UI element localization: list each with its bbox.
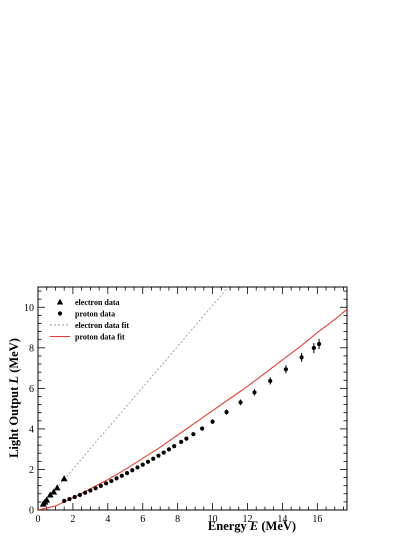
electron-fit-line (38, 287, 229, 510)
proton-data-point (161, 450, 166, 455)
proton-data-point (77, 492, 82, 498)
legend-label: proton data (75, 310, 115, 319)
proton-data-point (119, 473, 124, 478)
legend-label: proton data fit (75, 333, 125, 342)
y-tick-label: 10 (24, 303, 34, 314)
proton-data-point (238, 400, 243, 405)
y-axis-variable: L (7, 376, 21, 385)
proton-data-point (103, 481, 109, 486)
proton-data-point (172, 444, 177, 449)
proton-data-point (210, 419, 215, 424)
x-tick-label: 6 (140, 514, 145, 525)
x-tick-label: 14 (277, 514, 287, 525)
proton-data-point (252, 390, 257, 395)
x-axis-title-part: (MeV) (258, 519, 296, 533)
proton-data-point (140, 462, 145, 467)
proton-data-point (156, 453, 161, 458)
proton-data-point (124, 471, 130, 476)
x-axis-variable: E (249, 519, 258, 533)
proton-data-point (62, 498, 67, 503)
axis-labels: Energy E (MeV)Light Output L (MeV) (7, 338, 296, 533)
proton-data-point (151, 456, 156, 461)
x-tick-label: 10 (208, 514, 218, 525)
legend-circle-marker (57, 311, 63, 316)
legend-label: electron data fit (75, 321, 129, 330)
x-tick-label: 0 (36, 514, 41, 525)
legend-item: electron data fit (50, 321, 129, 330)
x-tick-label: 8 (175, 514, 180, 525)
electron-data-point (60, 475, 68, 482)
plot-frame (37, 286, 348, 511)
proton-data-point (83, 490, 88, 495)
electron-data-point (50, 488, 58, 495)
axis-ticks: 0 2 4 6 8 10 12 14 16 0 2 4 6 8 10 (24, 287, 347, 525)
proton-data-point (67, 496, 72, 502)
proton-data-point (268, 378, 273, 383)
legend-item: proton data fit (50, 333, 125, 342)
proton-data-point (72, 494, 77, 500)
proton-data-point (316, 341, 322, 347)
proton-data-point (299, 355, 304, 360)
proton-data-point (130, 468, 135, 473)
proton-data-point (191, 432, 196, 437)
legend-label: electron data (75, 298, 120, 307)
y-axis-title: Light Output L (MeV) (7, 338, 21, 458)
proton-data-point (93, 486, 98, 491)
proton-data-point (109, 478, 114, 484)
electron-data-point (43, 496, 51, 503)
legend-triangle-marker (56, 298, 64, 305)
y-tick-label: 6 (29, 384, 34, 395)
y-tick-label: 8 (29, 343, 34, 354)
x-tick-label: 16 (312, 514, 322, 525)
y-tick-label: 0 (29, 506, 34, 517)
plot-area (37, 286, 348, 511)
proton-data-point (311, 345, 316, 351)
proton-data-point (145, 459, 151, 464)
proton-data-point (200, 426, 205, 431)
proton-data-point (88, 488, 93, 493)
electron-data-point (46, 491, 54, 498)
x-tick-label: 4 (105, 514, 110, 525)
y-tick-label: 4 (29, 424, 34, 435)
legend-item: proton data (57, 310, 115, 319)
x-axis-title: Energy E (MeV) (208, 519, 296, 533)
x-tick-label: 12 (242, 514, 252, 525)
x-tick-label: 2 (70, 514, 75, 525)
x-axis-title-part: Energy (208, 519, 250, 533)
y-axis-title-part: Light Output (7, 384, 21, 458)
proton-data-point (179, 439, 184, 444)
proton-data-point (166, 447, 172, 452)
legend-item: electron data (56, 298, 120, 307)
proton-data-point (135, 465, 140, 470)
proton-data-point (283, 367, 288, 372)
data-marks (39, 338, 322, 507)
proton-data-point (98, 483, 103, 488)
proton-data-point (224, 409, 229, 415)
proton-data-point (184, 436, 189, 441)
y-axis-title-part: (MeV) (7, 338, 21, 376)
legend: electron data proton data electron data fi… (50, 298, 129, 342)
y-tick-label: 2 (29, 465, 34, 476)
electron-data-point (53, 484, 61, 491)
proton-data-point (114, 476, 119, 481)
